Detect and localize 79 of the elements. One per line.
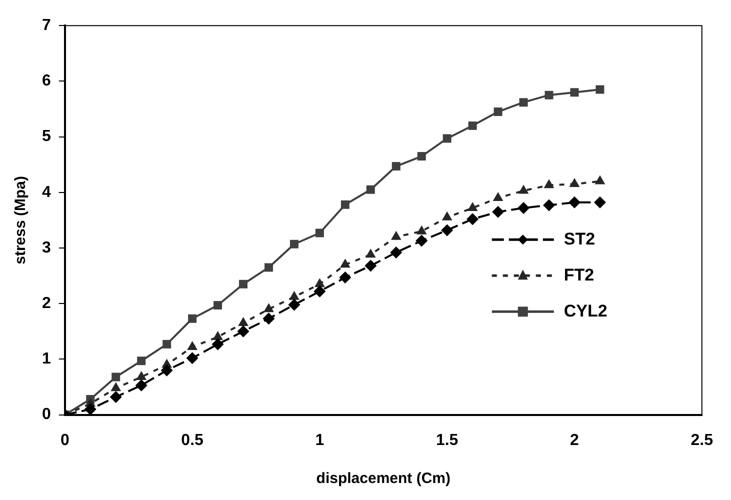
- point: [288, 298, 300, 311]
- x-tick-label: 1.5: [436, 432, 458, 449]
- x-tick-label: 1: [315, 432, 324, 449]
- point: [594, 196, 606, 208]
- point: [239, 280, 248, 288]
- point: [214, 301, 222, 310]
- y-axis-title: stress (Mpa): [12, 176, 30, 264]
- y-tick-label: 7: [42, 17, 51, 34]
- point: [544, 90, 554, 100]
- point: [416, 234, 428, 247]
- point: [314, 278, 325, 288]
- point: [366, 185, 375, 194]
- point: [416, 225, 427, 234]
- point: [237, 325, 250, 338]
- point: [212, 338, 224, 350]
- y-tick-label: 4: [42, 184, 51, 201]
- point: [135, 379, 148, 392]
- point: [569, 178, 580, 188]
- point: [544, 179, 554, 188]
- point: [290, 240, 298, 248]
- point: [112, 372, 120, 382]
- legend-label: CYL2: [564, 301, 608, 320]
- point: [315, 228, 324, 238]
- point: [264, 263, 273, 272]
- point: [390, 230, 402, 240]
- point: [340, 258, 350, 268]
- point: [494, 108, 502, 116]
- point: [339, 271, 352, 284]
- point: [519, 98, 528, 107]
- point: [596, 85, 604, 94]
- point: [110, 391, 122, 404]
- point: [162, 340, 172, 348]
- legend-label: FT2: [564, 265, 594, 284]
- point: [84, 403, 96, 415]
- point: [262, 312, 275, 325]
- point: [417, 152, 426, 161]
- point: [492, 206, 504, 218]
- legend-label: ST2: [564, 229, 596, 248]
- point: [186, 352, 198, 364]
- point: [466, 213, 479, 226]
- y-tick-label: 0: [42, 406, 51, 424]
- point: [314, 285, 326, 298]
- point: [160, 364, 173, 376]
- point: [594, 175, 606, 184]
- point: [364, 260, 377, 272]
- point: [568, 196, 580, 208]
- point: [188, 314, 197, 323]
- point: [365, 248, 376, 258]
- x-tick-label: 0: [60, 432, 70, 449]
- point: [136, 370, 147, 380]
- x-tick-label: 2.5: [690, 432, 714, 449]
- point: [137, 356, 146, 366]
- point: [110, 382, 122, 392]
- point: [238, 317, 248, 326]
- y-tick-label: 6: [42, 72, 51, 90]
- point: [187, 340, 198, 350]
- x-axis-title: displacement (Cm): [316, 470, 450, 488]
- point: [543, 199, 556, 212]
- x-tick-label: 0.5: [181, 432, 204, 449]
- point: [518, 184, 529, 194]
- point: [492, 192, 504, 201]
- y-tick-label: 3: [42, 239, 51, 256]
- y-tick-label: 5: [42, 128, 51, 146]
- y-tick-label: 1: [42, 350, 51, 368]
- point: [264, 303, 274, 312]
- point: [441, 224, 454, 236]
- point: [442, 211, 452, 220]
- point: [570, 88, 579, 97]
- point: [518, 202, 530, 214]
- point: [467, 202, 478, 211]
- point: [390, 246, 402, 258]
- x-tick-label: 2: [570, 432, 580, 449]
- point: [442, 134, 452, 143]
- y-tick-label: 2: [42, 295, 51, 312]
- point: [289, 290, 300, 300]
- point: [392, 162, 400, 171]
- point: [212, 330, 223, 340]
- point: [340, 200, 350, 209]
- point: [468, 121, 477, 130]
